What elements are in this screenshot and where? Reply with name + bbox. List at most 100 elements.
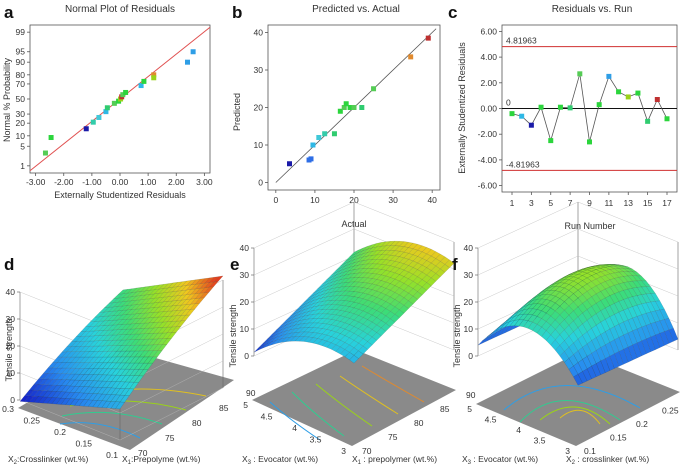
panel-a-point <box>90 119 96 125</box>
panel-c-point <box>538 104 544 110</box>
e-z-tick-label: 30 <box>240 270 250 280</box>
panel-e-x-tick-label: 90 <box>466 390 476 400</box>
panel-a-point <box>151 72 157 78</box>
panel-c-point <box>625 94 631 100</box>
panel-a-point <box>104 105 110 111</box>
f-z-tick-label: 10 <box>464 324 474 334</box>
f-z-tick-label: 0 <box>468 351 473 361</box>
d-z-tick-label: 40 <box>6 287 16 297</box>
panel-b-x-tick-label: 20 <box>349 195 359 205</box>
panel-c-point <box>645 118 651 124</box>
e-surface-cell <box>435 268 446 277</box>
panel-f-z-ticks: 0 10 20 30 40 <box>464 243 478 361</box>
panel-b-point <box>337 108 343 114</box>
panel-e-x-tick-label: 70 <box>362 446 372 456</box>
d-surface-cell <box>163 282 174 289</box>
panel-c-lower-limit-label: -4.81963 <box>506 159 540 169</box>
panel-f-y-tick-label: 3 <box>565 446 570 456</box>
panel-f-y-tick-label: 4 <box>516 425 521 435</box>
panel-a-x-tick-label: -2.00 <box>54 177 74 187</box>
f-surface-cell <box>596 360 606 375</box>
panel-c-y-tick-label: 6.00 <box>480 26 497 36</box>
panel-b-x-tick-label: 0 <box>273 195 278 205</box>
d-z-tick-label: 30 <box>6 314 16 324</box>
panel-a-point <box>96 114 102 120</box>
panel-e-x-ticks: 70 75 80 85 90 <box>362 390 476 456</box>
panel-b-point <box>347 105 353 110</box>
panel-letter-d: d <box>4 255 14 274</box>
panel-c-x-tick-label: 7 <box>568 198 573 208</box>
panel-e-x-tick-label: 80 <box>414 418 424 428</box>
panel-d-y-ticks: 0.3 0.25 0.2 0.15 0.1 <box>2 404 118 460</box>
e-surface-cell <box>385 318 396 327</box>
panel-c-x-tick-label: 13 <box>624 198 634 208</box>
panel-letter-b: b <box>232 3 242 22</box>
panel-a-point <box>48 135 54 141</box>
panel-a-point <box>141 78 147 84</box>
panel-a-x-tick-label: 2.00 <box>168 177 185 187</box>
panel-letter-e: e <box>230 255 239 274</box>
panel-e-x-label: X1 : prepolymer (wt.%) <box>352 454 437 466</box>
f-wall-gridline <box>477 228 679 276</box>
panel-b-point <box>310 142 316 148</box>
panel-e-y-tick-label: 4.5 <box>261 412 273 422</box>
panel-f-y-ticks: 5 4.5 4 3.5 3 <box>467 404 570 456</box>
panel-d-y-tick-label: 0.15 <box>75 439 92 449</box>
panel-a-point <box>123 89 129 95</box>
panel-b-point <box>425 35 431 41</box>
panel-e-y-tick-label: 3.5 <box>310 435 322 445</box>
e-z-tick-label: 40 <box>240 243 250 253</box>
panel-a-y-tick-label: 20 <box>16 118 26 128</box>
f-surface-cell <box>577 371 588 384</box>
e-surface-cell <box>444 259 455 268</box>
panel-c-y-tick-label: -6.00 <box>478 181 498 191</box>
panel-d-x-tick-label: 75 <box>165 433 175 443</box>
panel-c-point <box>548 138 554 144</box>
panel-a-point <box>42 150 48 156</box>
e-surface-cell <box>426 277 437 287</box>
panel-c-point <box>557 104 563 110</box>
panel-c-x-tick-label: 11 <box>604 198 613 208</box>
panel-a-point <box>185 59 190 65</box>
panel-a-point <box>103 109 109 115</box>
panel-c-y-ticks: 6.00 4.00 2.00 0.00 -2.00 -4.00 -6.00 <box>478 26 502 191</box>
panel-d-x-tick-label: 80 <box>192 418 202 428</box>
panel-f-floor <box>476 352 680 446</box>
panel-e-y-tick-label: 4 <box>292 423 297 433</box>
panel-b-y-tick-label: 30 <box>254 65 264 75</box>
panel-b-point <box>408 54 414 60</box>
panel-c-x-tick-label: 3 <box>529 198 534 208</box>
e-surface-cell <box>381 323 391 332</box>
panel-a-point <box>138 83 144 89</box>
panel-e-floor <box>252 350 456 446</box>
panel-b-point <box>343 101 349 107</box>
panel-f-x-tick-label: 0.15 <box>610 433 627 443</box>
panel-c-point <box>664 116 670 122</box>
panel-c-x-tick-label: 1 <box>510 198 515 208</box>
panel-e-y-tick-label: 3 <box>341 446 346 456</box>
panel-c-point <box>509 111 515 117</box>
panel-e-contours <box>269 365 425 441</box>
panel-a-x-tick-label: 3.00 <box>196 177 213 187</box>
panel-d-surface <box>19 275 224 410</box>
panel-b-point <box>322 131 328 137</box>
panel-a-point <box>151 75 157 81</box>
panel-f-x-tick-label: 0.2 <box>636 419 648 429</box>
panel-c-point <box>606 73 612 79</box>
panel-c-zero-label: 0 <box>506 98 511 108</box>
panel-e-x-tick-label: 85 <box>440 404 450 414</box>
f-surface-cell <box>591 363 601 378</box>
panel-a-point <box>120 92 126 98</box>
panel-letter-f: f <box>452 255 458 274</box>
panel-a-y-tick-label: 70 <box>16 79 26 89</box>
panel-c-x-tick-label: 9 <box>587 198 592 208</box>
f-z-tick-label: 30 <box>464 270 474 280</box>
e-surface-cell <box>412 291 423 300</box>
panel-c-x-tick-label: 5 <box>548 198 553 208</box>
panel-c-x-label: Run Number <box>564 221 615 231</box>
d-wall-gridline <box>19 387 224 441</box>
e-surface-cell <box>431 273 441 282</box>
panel-a-y-tick-label: 90 <box>16 57 26 67</box>
panel-b-point <box>331 131 337 137</box>
f-z-tick-label: 20 <box>464 297 474 307</box>
